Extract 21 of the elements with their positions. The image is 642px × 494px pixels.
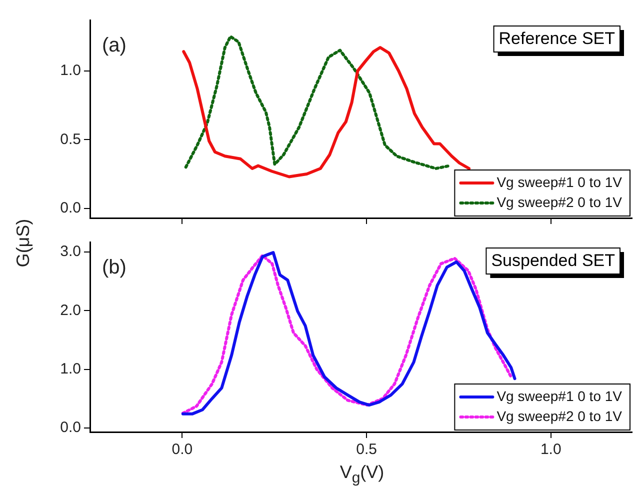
legend-label: Vg sweep#2 0 to 1V xyxy=(496,194,623,210)
annotation: (b) xyxy=(102,256,126,279)
y-tick-label: 1.0 xyxy=(60,62,81,80)
annotation: (a) xyxy=(102,34,126,57)
legend-label: Vg sweep#1 0 to 1V xyxy=(496,174,623,190)
y-tick-label: 0.0 xyxy=(60,200,81,217)
annotation: Reference SET xyxy=(498,29,616,48)
legend-label: Vg sweep#1 0 to 1V xyxy=(496,388,623,404)
line-series xyxy=(184,35,451,170)
y-tick-label: 0.5 xyxy=(60,130,81,148)
x-axis-title: V$_{g}$(V) xyxy=(338,462,386,487)
x-tick-label: 1.0 xyxy=(540,441,562,458)
annotation: Suspended SET xyxy=(491,251,616,270)
y-tick-label: 2.0 xyxy=(60,302,81,319)
x-tick-label: 0.0 xyxy=(172,441,193,458)
x-tick-label: 0.5 xyxy=(356,441,377,458)
y-axis-title: G(μS) xyxy=(13,218,33,270)
y-tick-label: 3.0 xyxy=(60,243,81,260)
y-tick-label: 0.0 xyxy=(60,419,81,436)
legend-label: Vg sweep#2 0 to 1V xyxy=(496,408,623,424)
y-tick-label: 1.0 xyxy=(60,360,81,378)
